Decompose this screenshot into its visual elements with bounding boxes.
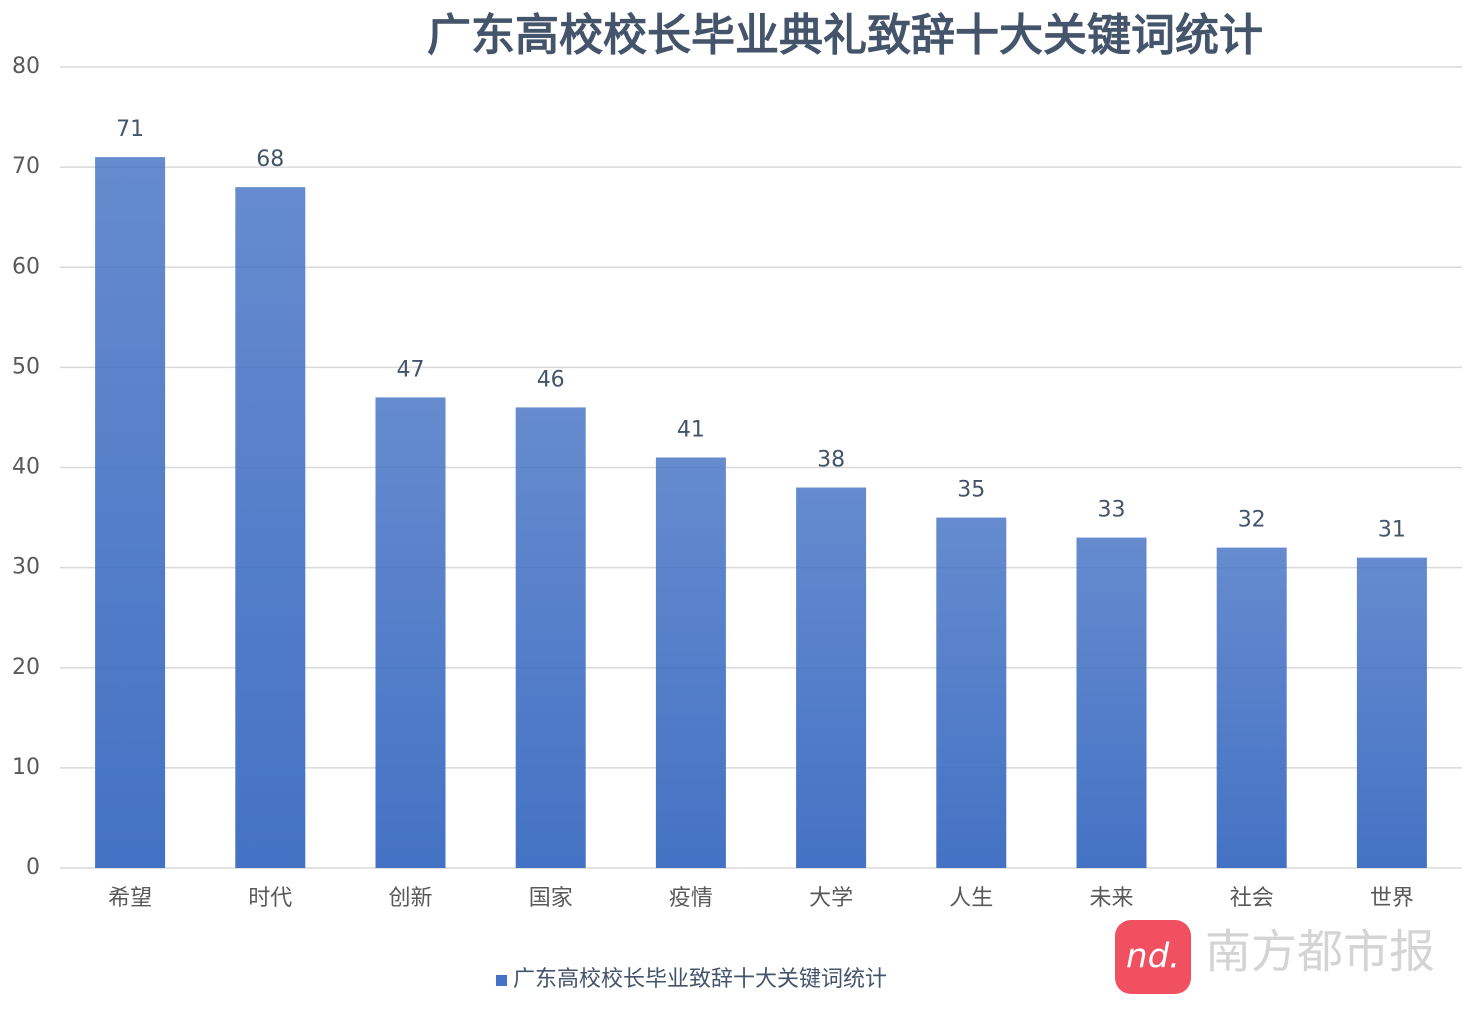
x-tick-label: 大学 <box>809 886 853 911</box>
x-tick-label: 创新 <box>388 886 432 911</box>
y-tick-label: 40 <box>12 455 40 480</box>
data-label: 38 <box>817 448 845 473</box>
bar <box>95 157 166 869</box>
x-tick-label: 社会 <box>1230 886 1274 911</box>
bar <box>1216 547 1287 868</box>
y-tick-label: 70 <box>12 154 40 179</box>
chart-title: 广东高校校长毕业典礼致辞十大关键词统计 <box>427 10 1263 61</box>
bar <box>936 517 1007 868</box>
y-tick-label: 0 <box>26 855 40 880</box>
x-tick-label: 疫情 <box>669 886 713 911</box>
x-tick-label: 人生 <box>949 886 993 911</box>
bar <box>1076 537 1147 868</box>
x-tick-label: 时代 <box>248 886 292 911</box>
logo-text: nd. <box>1126 937 1180 977</box>
bar <box>235 187 306 868</box>
legend-label: 广东高校校长毕业致辞十大关键词统计 <box>513 967 887 992</box>
bar <box>515 407 586 868</box>
legend-swatch <box>496 975 507 986</box>
x-tick-label: 国家 <box>529 886 573 911</box>
data-label: 33 <box>1098 498 1126 523</box>
data-label: 46 <box>537 367 565 392</box>
x-tick-label: 未来 <box>1089 886 1133 911</box>
y-tick-label: 80 <box>12 54 40 79</box>
data-label: 68 <box>256 147 284 172</box>
bar <box>796 487 867 868</box>
bar <box>1356 557 1427 868</box>
y-tick-label: 30 <box>12 555 40 580</box>
data-label: 31 <box>1378 518 1406 543</box>
y-tick-label: 10 <box>12 755 40 780</box>
data-label: 47 <box>397 357 425 382</box>
data-label: 32 <box>1238 508 1266 533</box>
bar <box>375 397 446 868</box>
watermark: 南方都市报 <box>1205 925 1435 979</box>
data-label: 35 <box>957 478 985 503</box>
data-label: 41 <box>677 417 705 442</box>
x-tick-label: 希望 <box>108 886 152 911</box>
data-label: 71 <box>116 117 144 142</box>
y-tick-label: 50 <box>12 354 40 379</box>
logo-badge <box>1115 920 1191 994</box>
y-tick-label: 60 <box>12 254 40 279</box>
x-tick-label: 世界 <box>1370 886 1414 911</box>
bar <box>655 457 726 868</box>
y-tick-label: 20 <box>12 655 40 680</box>
